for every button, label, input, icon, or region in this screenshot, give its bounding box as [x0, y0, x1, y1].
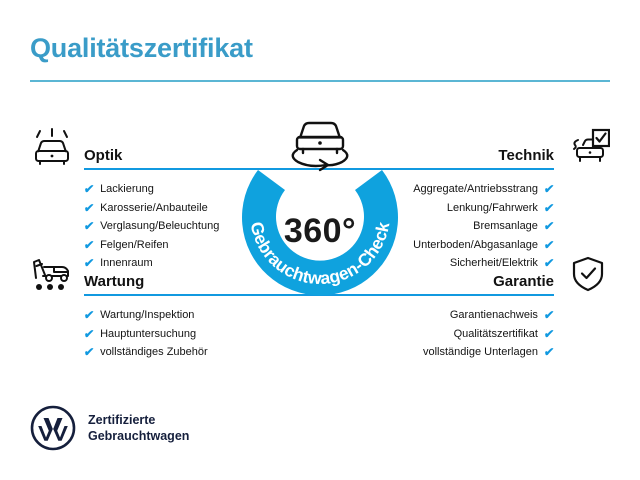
section-technik-underline — [282, 168, 554, 170]
list-item-label: vollständige Unterlagen — [422, 346, 538, 358]
badge-ring: Gebrauchtwagen-Check — [242, 170, 398, 296]
list-item-label: Innenraum — [100, 257, 153, 269]
section-technik-header: Technik — [282, 128, 610, 170]
list-item-label: Bremsanlage — [473, 220, 538, 232]
section-optik-list: ✔ Lackierung ✔ Karosserie/Anbauteile ✔ Verg… — [30, 180, 360, 273]
check-icon: ✔ — [543, 345, 555, 360]
check-icon: ✔ — [543, 182, 555, 197]
check-icon: ✔ — [543, 200, 555, 215]
check-icon: ✔ — [543, 308, 555, 323]
title-divider — [30, 80, 610, 82]
list-item-label: Sicherheit/Elektrik — [449, 257, 538, 269]
list-item-label: Aggregate/Antriebsstrang — [413, 183, 538, 195]
footer-branding: Zertifizierte Gebrauchtwagen — [30, 405, 189, 451]
section-garantie: Garantie Garantienachweis ✔ Qualitätszert… — [282, 256, 610, 362]
page-title: Qualitätszertifikat — [30, 33, 253, 63]
section-optik-underline — [84, 168, 360, 170]
section-technik: Technik Aggregate/Antriebsstrang ✔ Lenkun… — [282, 128, 610, 273]
list-item-label: Hauptuntersuchung — [100, 327, 197, 340]
list-item-label: Karosserie/Anbauteile — [100, 201, 208, 214]
section-wartung: Wartung ✔ Wartung/Inspektion ✔ Hauptunters… — [30, 258, 360, 362]
list-item: ✔ Wartung/Inspektion — [30, 306, 360, 325]
check-icon: ✔ — [83, 237, 95, 252]
list-item: Unterboden/Abgasanlage ✔ — [282, 236, 610, 255]
section-wartung-title: Wartung — [84, 273, 145, 290]
car-on-lift-icon — [30, 254, 74, 294]
section-wartung-underline — [84, 294, 360, 296]
car-checkbox-icon — [566, 128, 610, 168]
section-optik-header: Optik — [30, 128, 360, 170]
list-item: ✔ Lackierung — [30, 180, 360, 199]
list-item: ✔ Karosserie/Anbauteile — [30, 199, 360, 218]
check-icon: ✔ — [83, 345, 95, 360]
section-optik: Optik ✔ Lackierung ✔ Karosserie/Anbauteile… — [30, 128, 360, 273]
footer-text: Zertifizierte Gebrauchtwagen — [88, 412, 189, 444]
footer-line-1: Zertifizierte — [88, 413, 156, 427]
list-item: Bremsanlage ✔ — [282, 217, 610, 236]
section-garantie-list: Garantienachweis ✔ Qualitätszertifikat ✔ v… — [282, 306, 610, 362]
list-item-label: Unterboden/Abgasanlage — [413, 238, 538, 251]
list-item: ✔ Innenraum — [30, 254, 360, 273]
list-item: vollständige Unterlagen ✔ — [282, 343, 610, 362]
list-item: ✔ Verglasung/Beleuchtung — [30, 217, 360, 236]
car-rotate-360-icon — [284, 114, 356, 176]
section-technik-title: Technik — [498, 147, 554, 164]
list-item: Aggregate/Antriebsstrang ✔ — [282, 180, 610, 199]
check-icon: ✔ — [83, 308, 95, 323]
check-icon: ✔ — [83, 200, 95, 215]
list-item: ✔ Hauptuntersuchung — [30, 325, 360, 344]
check-icon: ✔ — [543, 326, 555, 341]
list-item: Lenkung/Fahrwerk ✔ — [282, 199, 610, 218]
volkswagen-logo — [30, 405, 76, 451]
check-icon: ✔ — [543, 237, 555, 252]
section-technik-list: Aggregate/Antriebsstrang ✔ Lenkung/Fahrwe… — [282, 180, 610, 273]
list-item-label: Verglasung/Beleuchtung — [100, 220, 220, 232]
section-wartung-list: ✔ Wartung/Inspektion ✔ Hauptuntersuchung ✔… — [30, 306, 360, 362]
shield-check-icon — [566, 254, 610, 294]
check-icon: ✔ — [83, 326, 95, 341]
list-item: ✔ vollständiges Zubehör — [30, 343, 360, 362]
list-item-label: Lackierung — [100, 183, 154, 195]
360-check-badge: Gebrauchtwagen-Check 360° — [224, 118, 416, 310]
section-garantie-header: Garantie — [282, 256, 610, 296]
section-garantie-title: Garantie — [493, 273, 554, 290]
section-optik-title: Optik — [84, 147, 123, 164]
badge-degrees-label: 360° — [283, 212, 357, 250]
check-icon: ✔ — [543, 219, 555, 234]
check-icon: ✔ — [83, 182, 95, 197]
list-item: Qualitätszertifikat ✔ — [282, 325, 610, 344]
check-icon: ✔ — [83, 219, 95, 234]
list-item-label: Felgen/Reifen — [100, 238, 169, 251]
list-item: ✔ Felgen/Reifen — [30, 236, 360, 255]
car-front-shine-icon — [30, 128, 74, 168]
list-item-label: vollständiges Zubehör — [100, 346, 208, 358]
section-wartung-header: Wartung — [30, 258, 360, 296]
list-item-label: Wartung/Inspektion — [100, 309, 195, 321]
list-item-label: Lenkung/Fahrwerk — [446, 201, 538, 214]
footer-line-2: Gebrauchtwagen — [88, 429, 190, 443]
section-garantie-underline — [282, 294, 554, 296]
list-item-label: Garantienachweis — [449, 309, 538, 321]
list-item: Garantienachweis ✔ — [282, 306, 610, 325]
list-item-label: Qualitätszertifikat — [453, 327, 538, 340]
list-item: Sicherheit/Elektrik ✔ — [282, 254, 610, 273]
